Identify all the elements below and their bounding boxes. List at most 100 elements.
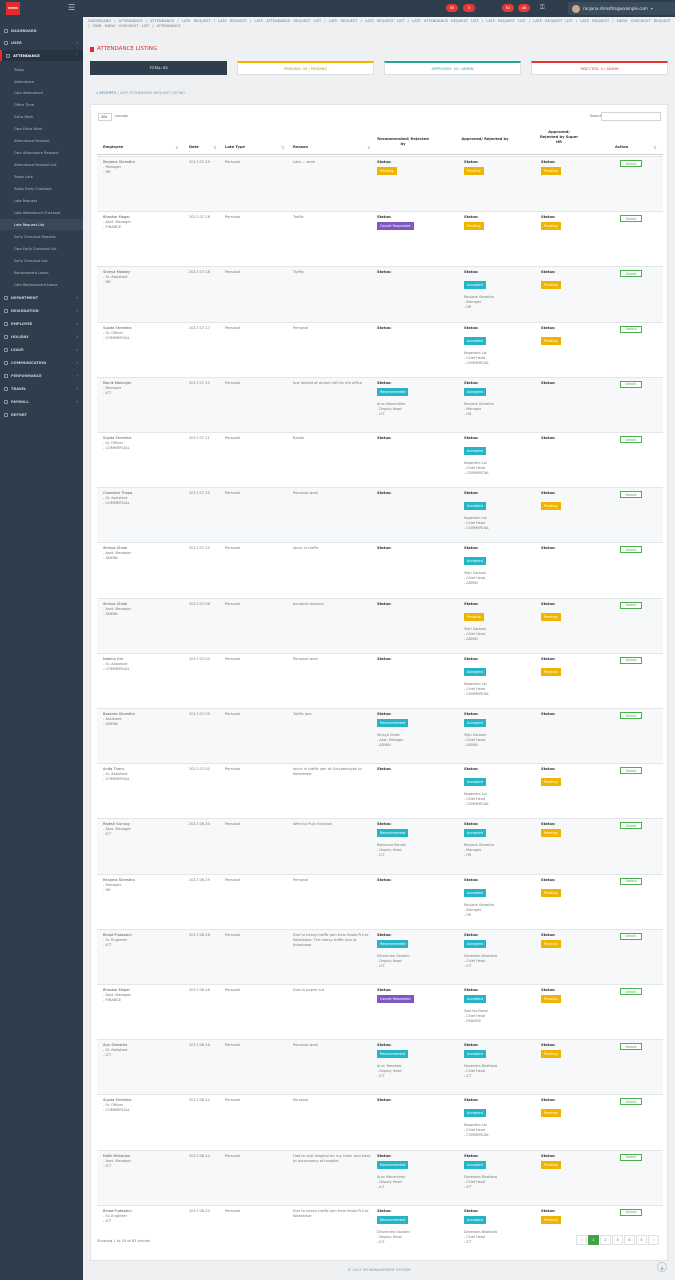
sort-icon[interactable]: ⇅	[367, 145, 371, 150]
employee-name[interactable]: Bhaskar Magar	[103, 215, 130, 220]
details-button[interactable]: Details	[620, 767, 642, 775]
col-super-hr[interactable]: Approved/ Rejected by Super HR	[539, 130, 579, 144]
employee-name[interactable]: Arju Shrestha	[103, 1043, 128, 1048]
page-2-button[interactable]: 2	[600, 1235, 611, 1245]
details-button[interactable]: Details	[620, 380, 642, 388]
col-late-type[interactable]: Late Type	[225, 145, 246, 149]
employee-name[interactable]: Sujata Shrestha	[103, 436, 132, 440]
sidebar-subitem-own-attendance-request[interactable]: Own Attendance Request	[14, 150, 59, 155]
sidebar-subitem-late-attendance-checkout[interactable]: Late Attendance Checkout	[14, 210, 61, 215]
col-recommended[interactable]: Recommended/ Rejected by	[377, 137, 429, 146]
sidebar-item-leave[interactable]: LEAVE ›	[0, 344, 83, 355]
employee-name[interactable]: Shreya Maskey	[103, 270, 131, 275]
sidebar-subitem-today-early-checkout[interactable]: Today Early Checkout	[14, 186, 52, 191]
app-logo[interactable]: HRMS	[6, 2, 20, 15]
employee-name[interactable]: Binod Pudasaini	[103, 932, 132, 937]
page-prev-button[interactable]: ‹	[576, 1235, 587, 1245]
lock-icon[interactable]: ⚿	[540, 4, 545, 11]
sidebar-subitem-attendance[interactable]: Attendance	[14, 79, 35, 84]
employee-name[interactable]: Manik Maharjan	[103, 380, 132, 385]
sidebar-subitem-own-replacement-leave[interactable]: Own Replacement Leave	[14, 282, 58, 287]
sort-icon[interactable]: ⇅	[653, 145, 657, 150]
sort-icon[interactable]: ⇅	[213, 145, 217, 150]
details-button[interactable]: Details	[620, 546, 642, 554]
details-button[interactable]: Details	[620, 491, 642, 499]
employee-name[interactable]: Ranjana Shrestha	[103, 877, 135, 882]
sidebar-subitem-late-request-list[interactable]: Late Request List	[0, 219, 83, 230]
employee-name[interactable]: Chandani Thapa	[103, 491, 133, 496]
employee-name[interactable]: Shreya Ghale	[103, 601, 128, 606]
page-length-select[interactable]: 20 ▾	[98, 113, 112, 121]
tab-pending[interactable]: PENDING: 44 / PENDING	[237, 61, 374, 75]
employee-name[interactable]: Sujata Shrestha	[103, 325, 132, 330]
details-button[interactable]: Details	[620, 932, 642, 940]
page-1-button[interactable]: 1	[588, 1235, 599, 1245]
user-menu[interactable]: ranjana.shrestha@example.com ▾	[568, 2, 675, 15]
details-button[interactable]: Details	[620, 215, 642, 223]
sidebar-subitem-attendance-request[interactable]: Attendance Request	[14, 138, 50, 143]
employee-name[interactable]: Basanta Shrestha	[103, 712, 135, 716]
menu-toggle-icon[interactable]: ☰	[68, 3, 76, 12]
sidebar-subitem-today[interactable]: Today	[14, 67, 25, 72]
sidebar-item-payroll[interactable]: PAYROLL ›	[0, 396, 83, 407]
tab-rejected[interactable]: REJECTED: 4 / ADMIN	[531, 61, 668, 75]
sidebar-subitem-own-extra-work[interactable]: Own Extra Work	[14, 126, 43, 131]
notification-badge-1[interactable]: 85	[446, 4, 458, 12]
search-input[interactable]	[601, 112, 661, 121]
sidebar-subitem-own-early-checkout-list[interactable]: Own Early Checkout List	[14, 246, 57, 251]
col-approved[interactable]: Approved/ Rejected by	[461, 137, 509, 141]
col-reason[interactable]: Reason	[293, 145, 309, 149]
details-button[interactable]: Details	[620, 988, 642, 995]
details-button[interactable]: Details	[620, 877, 642, 885]
details-button[interactable]: Details	[620, 1043, 642, 1051]
details-button[interactable]: Details	[620, 325, 642, 333]
sidebar-item-holiday[interactable]: HOLIDAY ›	[0, 331, 83, 342]
employee-name[interactable]: Bhaskar Magar	[103, 988, 130, 992]
sidebar-item-report[interactable]: REPORT	[0, 409, 83, 420]
details-button[interactable]: Details	[620, 601, 642, 609]
page-3-button[interactable]: 3	[612, 1235, 623, 1245]
notification-badge-2[interactable]: 3	[463, 4, 475, 12]
page-next-button[interactable]: ›	[648, 1235, 659, 1245]
tab-approved[interactable]: APPROVED: 35 / ADMIN	[384, 61, 521, 75]
sidebar-item-performance[interactable]: PERFORMANCE ›	[0, 370, 83, 381]
page-4-button[interactable]: 4	[624, 1235, 635, 1245]
details-button[interactable]: Details	[620, 822, 642, 830]
sidebar-item-department[interactable]: DEPARTMENT ›	[0, 292, 83, 303]
sidebar-subitem-today-late[interactable]: Today Late	[14, 174, 33, 179]
page-5-button[interactable]: 5	[636, 1235, 647, 1245]
col-date[interactable]: Date	[189, 145, 199, 149]
scroll-top-icon[interactable]: ▲	[657, 1262, 667, 1272]
sidebar-subitem-extra-work[interactable]: Extra Work	[14, 114, 34, 119]
sidebar-item-employee[interactable]: EMPLOYEE ›	[0, 318, 83, 329]
sidebar-subitem-late-request[interactable]: Late Request	[14, 198, 37, 203]
details-button[interactable]: Details	[620, 1153, 642, 1161]
sort-icon[interactable]: ⇅	[281, 145, 285, 150]
sidebar-item-communication[interactable]: COMMUNICATION ›	[0, 357, 83, 368]
sidebar-subitem-attendance-request-list[interactable]: Attendance Request List	[14, 162, 57, 167]
details-button[interactable]: Details	[620, 160, 642, 167]
employee-name[interactable]: Binod Pudasaini	[103, 1208, 132, 1213]
employee-name[interactable]: Rajesh Gurung	[103, 822, 130, 827]
details-button[interactable]: Details	[620, 656, 642, 664]
sidebar-item-travel[interactable]: TRAVEL ›	[0, 383, 83, 394]
employee-name[interactable]: Anita Tharu	[103, 767, 124, 772]
details-button[interactable]: Details	[620, 1208, 642, 1216]
details-button[interactable]: Details	[620, 712, 642, 719]
employee-name[interactable]: Ranjana Shrestha	[103, 160, 135, 164]
sidebar-subitem-replacement-leave[interactable]: Replacement Leave	[14, 270, 49, 275]
sidebar-subitem-early-checkout-request[interactable]: Early Checkout Request	[14, 234, 56, 239]
breadcrumb[interactable]: DASHBOARD / ATTENDANCE / ATTENDANCE / LA…	[88, 19, 671, 28]
sidebar-item-attendance[interactable]: ATTENDANCE ˅	[0, 50, 83, 61]
details-button[interactable]: Details	[620, 1098, 642, 1106]
sidebar-item-designation[interactable]: DESIGNATION ›	[0, 305, 83, 316]
employee-name[interactable]: Nabina Giri	[103, 656, 124, 661]
notification-badge-4[interactable]: 48	[518, 4, 530, 12]
sidebar-subitem-office-time[interactable]: Office Time	[14, 102, 34, 107]
employee-name[interactable]: Shreya Ghale	[103, 546, 128, 551]
sub-breadcrumb-home[interactable]: RECEIPTS	[99, 91, 117, 95]
col-employee[interactable]: Employee	[103, 145, 124, 149]
sidebar-subitem-early-checkout-list[interactable]: Early Checkout List	[14, 258, 48, 263]
employee-name[interactable]: Sujata Shrestha	[103, 1098, 132, 1103]
tab-total[interactable]: TOTAL: 83	[90, 61, 227, 75]
